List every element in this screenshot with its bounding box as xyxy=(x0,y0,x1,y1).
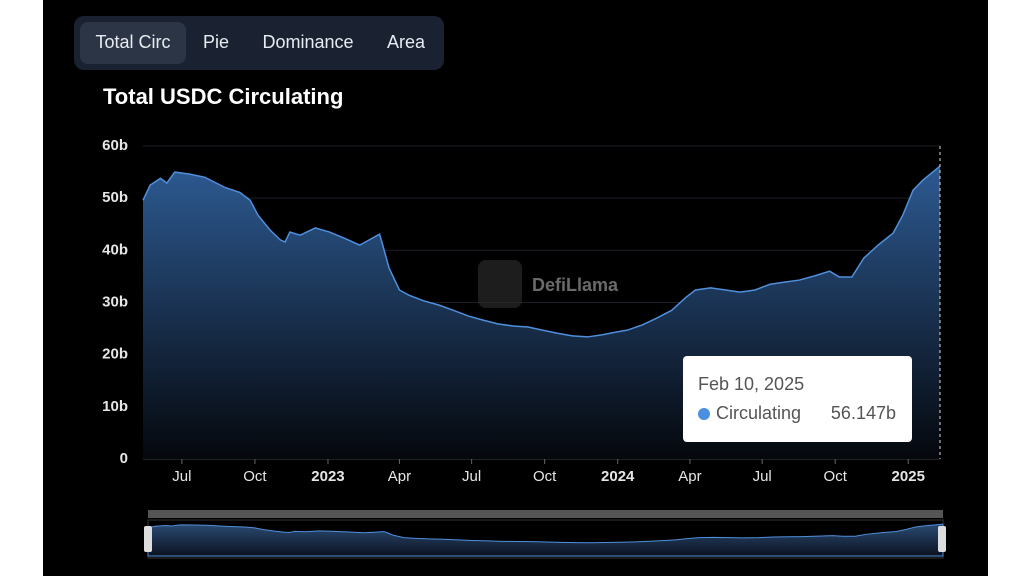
navigator-bar[interactable] xyxy=(148,510,943,518)
x-tick-label: Jul xyxy=(753,468,772,485)
x-tick-label: 2023 xyxy=(311,468,344,485)
tab[interactable]: Total Circ xyxy=(95,32,170,52)
watermark: DefiLlama xyxy=(532,275,619,295)
chart-title: Total USDC Circulating xyxy=(103,84,343,109)
tooltip-dot xyxy=(698,408,710,420)
x-tick-label: 2025 xyxy=(892,468,925,485)
tooltip-date: Feb 10, 2025 xyxy=(698,374,804,394)
tab[interactable]: Area xyxy=(387,32,426,52)
x-tick-label: Apr xyxy=(678,468,701,485)
active-tab xyxy=(80,22,186,64)
y-tick-label: 10b xyxy=(102,398,128,415)
y-tick-label: 20b xyxy=(102,346,128,363)
area-line xyxy=(142,165,941,338)
x-tick-label: Oct xyxy=(824,468,848,485)
y-tick-label: 30b xyxy=(102,293,128,310)
navigator-handle[interactable] xyxy=(144,526,152,552)
x-tick-label: Apr xyxy=(388,468,411,485)
navigator-area xyxy=(147,523,944,557)
y-tick-label: 50b xyxy=(102,189,128,206)
watermark-logo xyxy=(478,260,522,308)
x-tick-label: Jul xyxy=(172,468,191,485)
tab[interactable]: Pie xyxy=(203,32,229,52)
y-tick-label: 60b xyxy=(102,137,128,154)
tooltip-series: Circulating xyxy=(716,403,801,423)
tooltip-value: 56.147b xyxy=(831,403,896,423)
navigator-handle[interactable] xyxy=(938,526,946,552)
y-tick-label: 40b xyxy=(102,241,128,258)
x-tick-label: Jul xyxy=(462,468,481,485)
tooltip xyxy=(683,356,912,442)
x-tick-label: Oct xyxy=(533,468,557,485)
x-tick-label: Oct xyxy=(243,468,267,485)
x-tick-label: 2024 xyxy=(601,468,635,485)
y-tick-label: 0 xyxy=(120,450,128,467)
tab[interactable]: Dominance xyxy=(262,32,353,52)
